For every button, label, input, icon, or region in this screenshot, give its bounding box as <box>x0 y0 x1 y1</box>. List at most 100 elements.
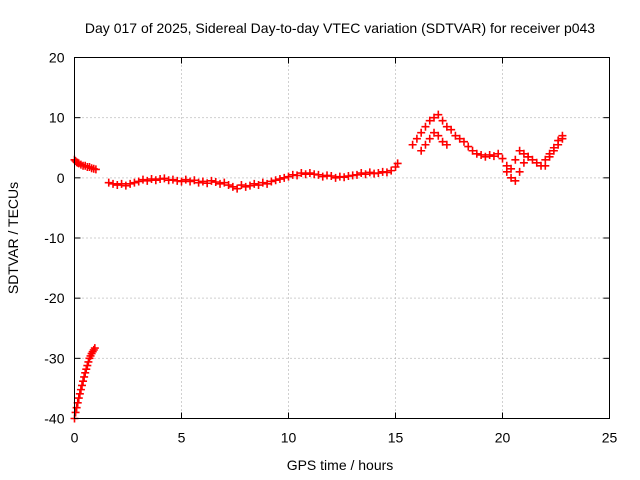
data-point <box>524 152 533 161</box>
data-point <box>113 181 122 190</box>
y-tick-label: -40 <box>44 411 64 427</box>
data-point <box>327 172 336 181</box>
data-point <box>314 170 323 179</box>
data-point <box>74 394 83 403</box>
x-axis-label: GPS time / hours <box>287 457 394 473</box>
data-point <box>442 140 451 149</box>
y-tick-label: 20 <box>49 50 65 66</box>
x-tick-label: 15 <box>388 430 404 446</box>
data-point <box>489 152 498 161</box>
data-point <box>455 134 464 143</box>
data-point <box>477 150 486 159</box>
data-point <box>507 173 516 182</box>
data-point <box>271 176 280 185</box>
data-point <box>393 159 402 168</box>
data-point <box>224 181 233 190</box>
data-point <box>464 142 473 151</box>
data-point <box>417 128 426 137</box>
data-point <box>515 146 524 155</box>
data-point <box>430 113 439 122</box>
data-point <box>126 179 135 188</box>
x-tick-label: 5 <box>178 430 186 446</box>
data-point <box>121 181 130 190</box>
data-point <box>357 169 366 178</box>
data-point <box>203 179 212 188</box>
data-point <box>434 131 443 140</box>
data-point <box>177 177 186 186</box>
data-point <box>442 122 451 131</box>
data-point <box>71 408 80 417</box>
data-point <box>138 175 147 184</box>
data-point <box>468 146 477 155</box>
y-tick-label: -20 <box>44 290 64 306</box>
data-point <box>515 167 524 176</box>
data-point <box>412 134 421 143</box>
data-point <box>485 150 494 159</box>
y-tick-label: -30 <box>44 350 64 366</box>
data-point <box>104 178 113 187</box>
data-points <box>70 110 567 423</box>
x-tick-label: 10 <box>281 430 297 446</box>
data-point <box>293 171 302 180</box>
data-point <box>301 170 310 179</box>
data-point <box>545 152 554 161</box>
data-point <box>425 116 434 125</box>
data-point <box>434 110 443 119</box>
data-point <box>168 175 177 184</box>
data-point <box>275 175 284 184</box>
data-point <box>502 167 511 176</box>
data-point <box>143 176 152 185</box>
data-point <box>194 178 203 187</box>
data-point <box>91 165 100 174</box>
y-tick-label: -10 <box>44 230 64 246</box>
data-point <box>130 178 139 187</box>
data-point <box>134 177 143 186</box>
data-point <box>352 170 361 179</box>
data-point <box>147 175 156 184</box>
data-point <box>211 178 220 187</box>
y-tick-label: 10 <box>49 110 65 126</box>
data-point <box>280 173 289 182</box>
data-point <box>258 178 267 187</box>
data-point <box>494 149 503 158</box>
data-point <box>82 365 91 374</box>
x-tick-label: 25 <box>602 430 618 446</box>
data-point <box>447 125 456 134</box>
data-point <box>305 169 314 178</box>
data-point <box>245 181 254 190</box>
data-point <box>511 176 520 185</box>
data-point <box>408 140 417 149</box>
data-point <box>233 184 242 193</box>
chart-title: Day 017 of 2025, Sidereal Day-to-day VTE… <box>85 20 595 36</box>
data-point <box>190 176 199 185</box>
data-point <box>507 164 516 173</box>
data-point <box>417 146 426 155</box>
data-point <box>421 122 430 131</box>
data-point <box>79 377 88 386</box>
data-point <box>532 158 541 167</box>
data-point <box>83 361 92 370</box>
data-point <box>558 134 567 143</box>
data-point <box>451 131 460 140</box>
data-point <box>382 168 391 177</box>
y-tick-label: 0 <box>57 170 65 186</box>
data-point <box>72 403 81 412</box>
data-point <box>228 182 237 191</box>
data-point <box>73 398 82 407</box>
data-point <box>80 372 89 381</box>
grid-lines <box>74 57 610 419</box>
data-point <box>318 172 327 181</box>
data-point <box>263 179 272 188</box>
data-point <box>81 368 90 377</box>
data-point <box>297 169 306 178</box>
data-point <box>207 176 216 185</box>
data-point <box>241 182 250 191</box>
data-point <box>421 140 430 149</box>
data-point <box>511 155 520 164</box>
data-point <box>237 181 246 190</box>
data-point <box>151 176 160 185</box>
data-point <box>181 175 190 184</box>
data-point <box>84 357 93 366</box>
data-point <box>267 177 276 186</box>
